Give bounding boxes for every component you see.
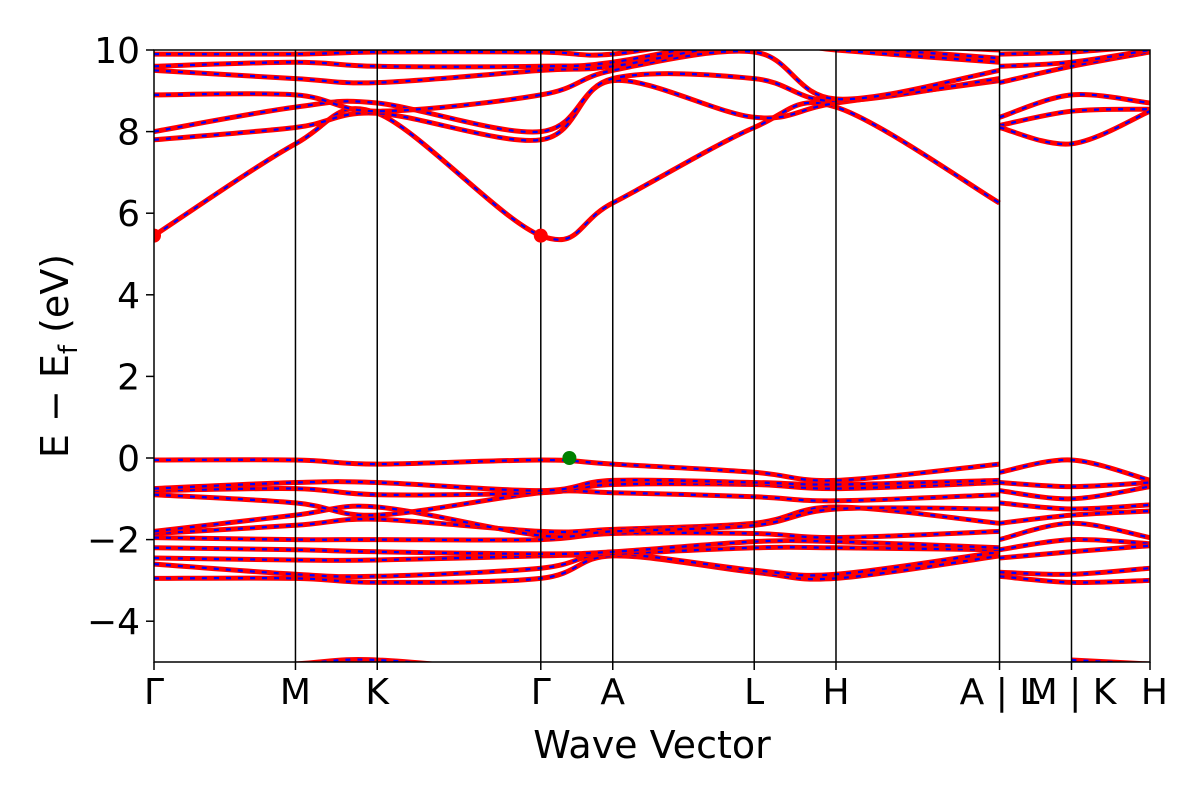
band-spin-down-14 [154,50,1000,113]
x-tick-label-1: M [280,672,311,713]
band-spin-down-17 [154,50,1000,57]
x-axis-ticks: Γ M K Γ A L H A | LM | K H [144,662,1168,713]
y-axis-label-main: E − E [33,354,77,458]
x-tick-label-2: K [365,672,390,713]
x-tick-label-9: H [1141,672,1168,713]
y-tick-label-4: 4 [117,276,140,317]
band-spin-down-10 [154,458,1000,482]
y-tick-label-5: 6 [117,194,140,235]
high-symmetry-lines [294,50,1073,662]
y-tick-label-3: 2 [117,357,140,398]
x-axis-label: Wave Vector [533,723,771,767]
x-tick-label-4: A [600,672,625,713]
x-tick-label-0: Γ [144,672,164,713]
y-tick-label-2: 0 [117,439,140,480]
y-axis-label-subscript: f [54,344,84,354]
band-spin-down-15 [154,50,1000,85]
y-tick-label-0: −4 [87,602,140,643]
y-axis-ticks: −4 −2 0 2 4 6 8 10 [87,31,154,643]
y-tick-label-1: −2 [87,521,140,562]
x-tick-label-8: M | K [1027,672,1118,713]
band-spin-down-18 [307,658,423,662]
vbm-marker-2 [562,451,577,465]
plot-frame [153,49,1151,663]
x-tick-label-7: A | L [960,672,1040,713]
y-axis-label-unit: (eV) [33,254,77,345]
x-tick-label-3: Γ [531,672,551,713]
band-spin-down-35 [1071,658,1133,662]
band-spin-down-16 [154,50,1000,68]
cbm-marker-0 [154,228,161,243]
y-axis-label: E − Ef (eV) [33,254,84,458]
cbm-marker-1 [533,228,548,243]
extrema-markers [154,228,577,465]
y-tick-label-7: 10 [94,31,140,72]
band-spin-down-9 [154,478,1000,492]
y-tick-label-6: 8 [117,113,140,154]
band-spin-down-3 [154,539,1000,556]
x-tick-label-5: L [744,672,764,713]
x-tick-label-6: H [822,672,849,713]
